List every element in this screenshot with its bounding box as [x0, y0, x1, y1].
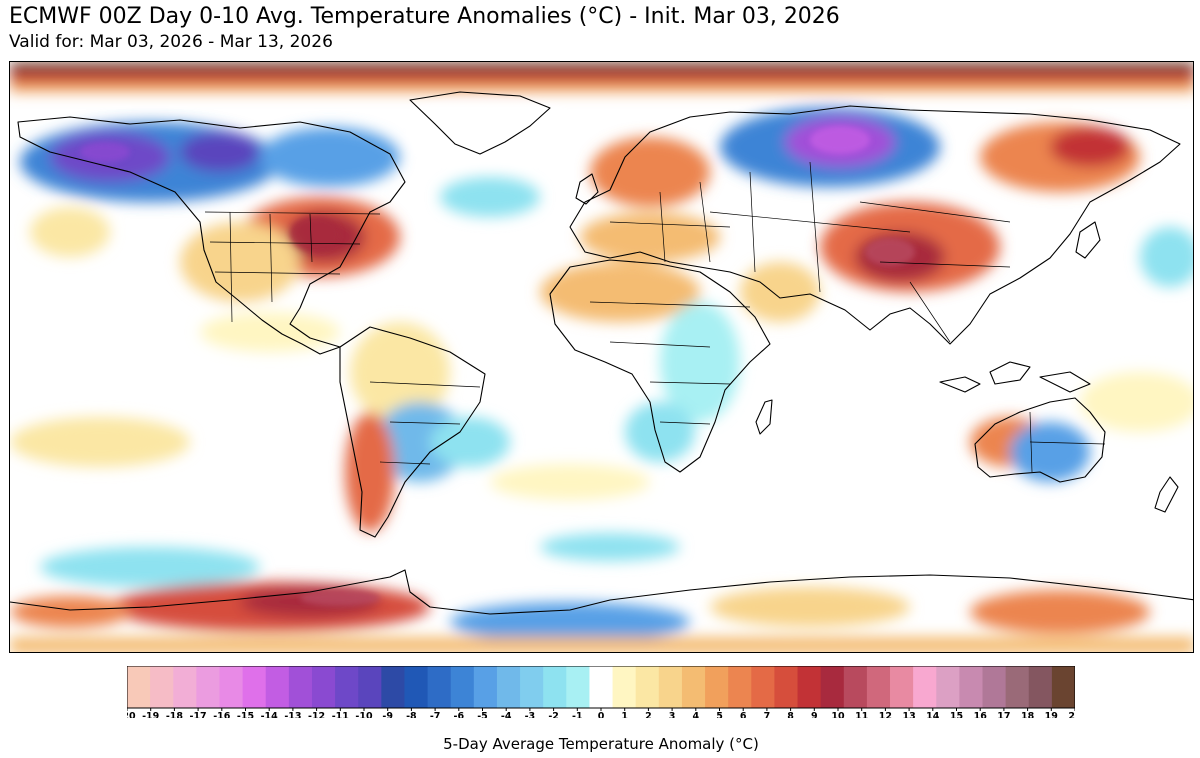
colorbar-swatch: [751, 666, 776, 708]
colorbar-swatch: [566, 666, 591, 708]
colorbar-swatch: [589, 666, 614, 708]
colorbar-swatches: [127, 666, 1075, 708]
world-map-svg: [10, 62, 1193, 652]
chart-title: ECMWF 00Z Day 0-10 Avg. Temperature Anom…: [9, 4, 840, 29]
colorbar-tick-label: 11: [855, 711, 868, 718]
colorbar-tick-label: -19: [142, 711, 159, 718]
anomaly-field: [10, 62, 1193, 652]
colorbar-swatch: [173, 666, 197, 708]
colorbar-swatch: [658, 666, 683, 708]
colorbar-swatch: [843, 666, 868, 708]
country-borders: [204, 161, 1106, 473]
colorbar-tick-label: 10: [831, 711, 845, 718]
colorbar-tick-label: 15: [950, 711, 963, 718]
colorbar-tick-label: 16: [974, 711, 988, 718]
colorbar-swatch: [774, 666, 799, 708]
colorbar-tick-label: -15: [237, 711, 254, 718]
colorbar-tick-label: -10: [355, 711, 373, 718]
colorbar-swatch: [543, 666, 567, 708]
colorbar-swatch: [473, 666, 498, 708]
valid-date-range: Valid for: Mar 03, 2026 - Mar 13, 2026: [9, 32, 333, 52]
colorbar-swatch: [913, 666, 937, 708]
colorbar-tick-label: 4: [692, 711, 699, 718]
colorbar-tick-label: -2: [548, 711, 559, 718]
colorbar-swatch: [797, 666, 822, 708]
colorbar-label: 5-Day Average Temperature Anomaly (°C): [443, 735, 759, 753]
colorbar-tick-label: -13: [284, 711, 301, 718]
colorbar-tick-label: 6: [740, 711, 747, 718]
colorbar-swatch: [635, 666, 660, 708]
colorbar-swatch: [427, 666, 452, 708]
colorbar-tick-label: -4: [501, 711, 512, 718]
colorbar-tick-label: 3: [669, 711, 676, 718]
colorbar-tick-label: 8: [787, 711, 794, 718]
colorbar-tick-label: -6: [454, 711, 465, 718]
colorbar-swatch: [496, 666, 521, 708]
colorbar-swatch: [959, 666, 984, 708]
colorbar-tick-label: 2: [645, 711, 652, 718]
colorbar-swatch: [127, 666, 151, 708]
colorbar-swatch: [381, 666, 406, 708]
colorbar-tick-label: 17: [997, 711, 1010, 718]
colorbar-swatch: [311, 666, 336, 708]
colorbar-tick-label: 5: [716, 711, 723, 718]
colorbar-swatch: [728, 666, 752, 708]
colorbar-tick-label: 14: [926, 711, 940, 718]
colorbar-swatch: [982, 666, 1007, 708]
colorbar-tick-label: -17: [190, 711, 207, 718]
colorbar-swatch: [1005, 666, 1030, 708]
colorbar-swatch: [866, 666, 891, 708]
colorbar-swatch: [1028, 666, 1053, 708]
colorbar-swatch: [520, 666, 544, 708]
coastlines: [10, 91, 1193, 615]
colorbar-swatch: [936, 666, 960, 708]
colorbar-tick-label: 1: [621, 711, 628, 718]
colorbar-swatch: [219, 666, 244, 708]
colorbar-tick-label: -9: [382, 711, 393, 718]
colorbar-swatch: [450, 666, 475, 708]
colorbar-swatch: [358, 666, 382, 708]
colorbar-tick-label: -14: [261, 711, 279, 718]
colorbar-swatch: [242, 666, 267, 708]
colorbar: -20-19-18-17-16-15-14-13-12-11-10-9-8-7-…: [127, 666, 1075, 718]
colorbar-tick-label: -20: [127, 711, 136, 718]
colorbar-tick-label: -7: [430, 711, 441, 718]
colorbar-tick-label: -3: [525, 711, 536, 718]
colorbar-tick-label: 12: [879, 711, 892, 718]
anomaly-cores: [80, 126, 915, 606]
colorbar-swatch: [265, 666, 290, 708]
colorbar-tick-label: 19: [1045, 711, 1058, 718]
colorbar-swatch: [681, 666, 706, 708]
temperature-anomaly-map: [9, 61, 1194, 653]
colorbar-tick-label: 9: [811, 711, 818, 718]
colorbar-tick-label: 0: [598, 711, 605, 718]
colorbar-tick-label: -1: [572, 711, 583, 718]
colorbar-tick-label: -12: [308, 711, 325, 718]
colorbar-swatch: [705, 666, 729, 708]
colorbar-swatch: [890, 666, 914, 708]
colorbar-tick-label: -18: [166, 711, 184, 718]
colorbar-tick-label: 13: [902, 711, 915, 718]
colorbar-tick-label: -16: [213, 711, 231, 718]
colorbar-swatch: [288, 666, 313, 708]
colorbar-tick-label: -11: [332, 711, 349, 718]
colorbar-swatch: [1051, 666, 1075, 708]
colorbar-swatch: [820, 666, 845, 708]
colorbar-tick-label: -8: [406, 711, 417, 718]
colorbar-tick-label: 18: [1021, 711, 1035, 718]
colorbar-tick-label: -5: [477, 711, 488, 718]
colorbar-swatch: [335, 666, 359, 708]
colorbar-ticks: -20-19-18-17-16-15-14-13-12-11-10-9-8-7-…: [127, 708, 1075, 718]
colorbar-swatch: [150, 666, 174, 708]
colorbar-tick-label: 7: [764, 711, 771, 718]
colorbar-swatch: [404, 666, 429, 708]
colorbar-swatch: [196, 666, 221, 708]
colorbar-swatch: [612, 666, 637, 708]
colorbar-tick-label: 20: [1068, 711, 1075, 718]
